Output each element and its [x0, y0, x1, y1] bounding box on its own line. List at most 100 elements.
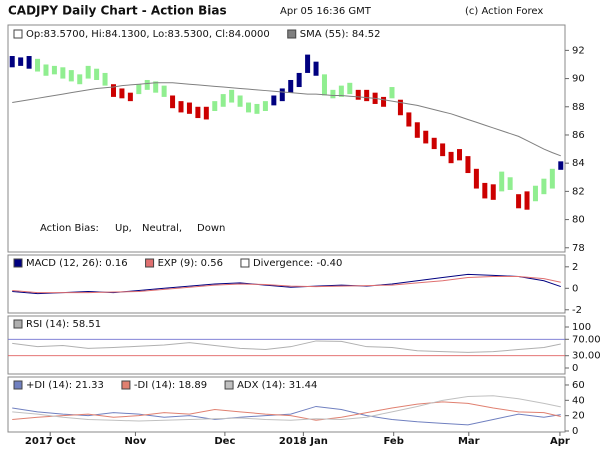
price-bar	[271, 95, 277, 106]
price-bar	[473, 168, 479, 189]
price-bar	[558, 161, 564, 170]
price-bar	[448, 151, 454, 164]
price-bar	[288, 79, 294, 93]
x-tick-label: 2018 Jan	[279, 436, 328, 447]
price-bar	[262, 101, 268, 112]
price-bar	[119, 88, 125, 99]
y-tick-label: 0	[572, 426, 578, 437]
price-bar	[440, 143, 446, 157]
x-tick-label: Nov	[125, 436, 147, 447]
y-tick-label: 90	[572, 74, 585, 85]
legend-label: RSI (14): 58.51	[26, 319, 101, 330]
price-bar	[85, 65, 91, 79]
price-bar	[414, 122, 420, 138]
price-bar	[68, 70, 74, 82]
price-bar	[397, 99, 403, 116]
legend-label: EXP (9): 0.56	[158, 258, 223, 269]
x-tick-label: Mar	[458, 436, 480, 447]
y-tick-label: 2	[572, 262, 578, 273]
legend-swatch	[145, 258, 155, 268]
chart-title: CADJPY Daily Chart - Action Bias	[8, 4, 227, 18]
price-bar	[246, 102, 252, 113]
price-bar	[186, 102, 192, 114]
legend-label: SMA (55): 84.52	[300, 29, 381, 40]
price-bar	[195, 106, 201, 119]
copyright: (c) Action Forex	[465, 6, 543, 17]
y-tick-label: 70.00	[572, 334, 600, 345]
legend-label: -DI (14): 18.89	[134, 380, 207, 391]
price-bar	[482, 182, 488, 199]
indicator-line	[12, 405, 561, 426]
price-bar	[279, 88, 285, 102]
price-bar	[110, 84, 116, 97]
price-bar	[364, 89, 370, 102]
price-bar	[381, 96, 387, 107]
price-bar	[212, 101, 218, 112]
sma-line	[12, 82, 561, 157]
price-bar	[431, 137, 437, 150]
legend-label: ADX (14): 31.44	[237, 380, 317, 391]
legend-swatch	[224, 380, 234, 390]
price-bar	[229, 89, 235, 103]
y-tick-label: 78	[572, 243, 585, 254]
legend-label: Op:83.5700, Hi:84.1300, Lo:83.5300, Cl:8…	[26, 29, 270, 40]
x-tick-label: 2017 Oct	[25, 436, 76, 447]
y-tick-label: 0	[572, 363, 578, 374]
price-bar	[423, 130, 429, 144]
price-bar	[203, 106, 209, 120]
price-bar	[77, 74, 83, 85]
x-tick-label: Feb	[383, 436, 403, 447]
price-bar	[60, 67, 66, 79]
bias-item: Neutral,	[142, 223, 182, 234]
price-bar	[321, 74, 327, 96]
price-bar	[516, 194, 522, 209]
price-bar	[490, 184, 496, 200]
x-tick-label: Apr	[550, 436, 570, 447]
y-tick-label: 88	[572, 102, 585, 113]
price-bar	[127, 92, 133, 102]
price-bar	[153, 81, 159, 93]
price-bar	[18, 57, 24, 66]
legend-label: +DI (14): 21.33	[26, 380, 104, 391]
indicator-line	[12, 395, 561, 422]
price-bar	[26, 56, 32, 69]
price-bar	[330, 89, 336, 99]
legend-label: Divergence: -0.40	[253, 258, 342, 269]
x-tick-label: Dec	[214, 436, 235, 447]
price-bar	[9, 56, 15, 68]
y-tick-label: 86	[572, 130, 585, 141]
price-bar	[507, 177, 513, 190]
legend-swatch	[121, 380, 131, 390]
price-bar	[389, 87, 395, 99]
y-tick-label: 20	[572, 411, 585, 422]
price-bar	[43, 64, 49, 76]
y-tick-label: 40	[572, 395, 585, 406]
y-tick-label: 0	[572, 283, 578, 294]
price-bar	[524, 191, 530, 210]
price-bar	[406, 112, 412, 127]
price-bar	[338, 85, 344, 97]
price-bar	[220, 94, 226, 107]
panel-frame	[7, 254, 566, 314]
legend-label: MACD (12, 26): 0.16	[26, 258, 128, 269]
legend-swatch	[13, 29, 23, 39]
price-bar	[355, 89, 361, 100]
price-bar	[549, 168, 555, 189]
price-bar	[499, 171, 505, 192]
bias-item: Up,	[115, 223, 132, 234]
price-bar	[465, 156, 471, 174]
indicator-line	[12, 401, 561, 421]
panel-frame	[7, 315, 566, 375]
price-bar	[144, 79, 150, 90]
bias-label: Action Bias:	[40, 223, 99, 234]
y-tick-label: 80	[572, 215, 585, 226]
y-tick-label: 92	[572, 45, 585, 56]
y-tick-label: 82	[572, 186, 585, 197]
timestamp: Apr 05 16:36 GMT	[280, 6, 372, 17]
price-bar	[532, 185, 538, 202]
legend-swatch	[13, 319, 23, 329]
legend-swatch	[13, 258, 23, 268]
y-tick-label: 30.00	[572, 351, 600, 362]
bias-item: Down	[197, 223, 225, 234]
